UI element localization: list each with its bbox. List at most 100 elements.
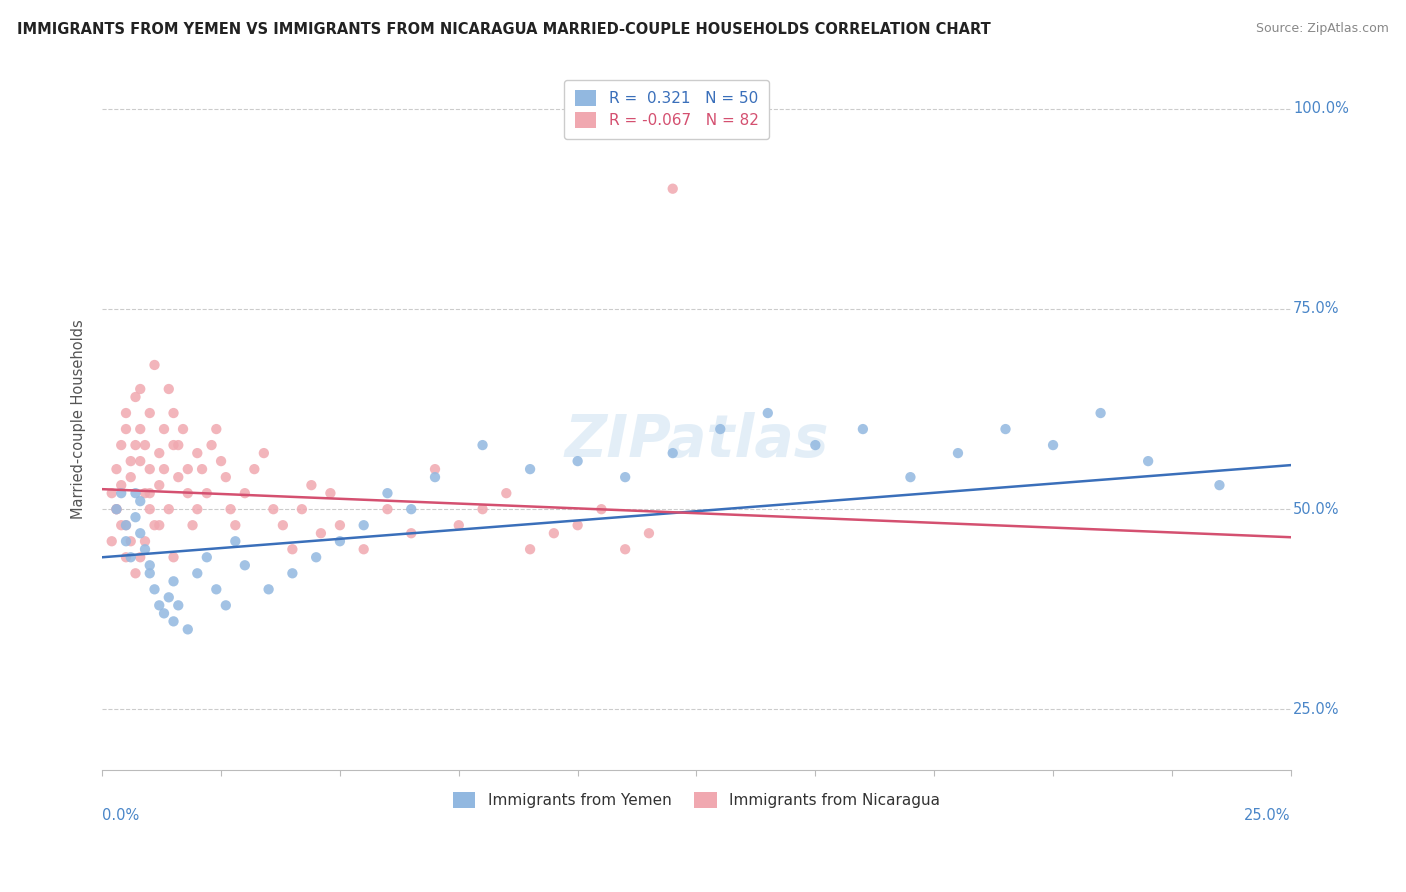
Point: [143, 582, 166, 597]
Point: [115, 406, 138, 420]
Point: [519, 542, 541, 557]
Point: [110, 518, 132, 533]
Point: [162, 550, 184, 565]
Point: [209, 454, 232, 468]
Text: 25.0%: 25.0%: [1294, 702, 1340, 717]
Point: [120, 454, 142, 468]
Point: [591, 502, 613, 516]
Point: [262, 502, 284, 516]
Point: [399, 526, 422, 541]
Point: [134, 542, 156, 557]
Point: [309, 526, 332, 541]
Point: [110, 486, 132, 500]
Point: [353, 542, 375, 557]
Point: [105, 502, 128, 516]
Point: [153, 607, 176, 621]
Point: [329, 518, 352, 533]
Point: [423, 470, 446, 484]
Point: [167, 599, 190, 613]
Point: [299, 478, 322, 492]
Point: [709, 422, 731, 436]
Point: [1208, 478, 1230, 492]
Point: [100, 486, 122, 500]
Point: [543, 526, 565, 541]
Point: [257, 582, 280, 597]
Point: [120, 550, 142, 565]
Point: [215, 599, 238, 613]
Point: [129, 422, 152, 436]
Point: [614, 542, 637, 557]
Point: [105, 502, 128, 516]
Text: 75.0%: 75.0%: [1294, 301, 1340, 317]
Point: [115, 518, 138, 533]
Point: [177, 623, 200, 637]
Point: [167, 438, 190, 452]
Point: [134, 438, 156, 452]
Point: [291, 502, 314, 516]
Point: [447, 518, 470, 533]
Point: [124, 486, 146, 500]
Point: [162, 438, 184, 452]
Point: [567, 454, 589, 468]
Point: [377, 486, 399, 500]
Point: [224, 534, 246, 549]
Point: [139, 502, 162, 516]
Point: [661, 182, 683, 196]
Point: [205, 582, 228, 597]
Point: [353, 518, 375, 533]
Point: [1042, 438, 1064, 452]
Point: [756, 406, 779, 420]
Point: [191, 462, 214, 476]
Point: [243, 462, 266, 476]
Point: [148, 518, 170, 533]
Point: [105, 502, 128, 516]
Point: [129, 550, 152, 565]
Text: 100.0%: 100.0%: [1294, 101, 1348, 116]
Point: [233, 486, 256, 500]
Text: ZIPatlas: ZIPatlas: [564, 411, 828, 468]
Legend: Immigrants from Yemen, Immigrants from Nicaragua: Immigrants from Yemen, Immigrants from N…: [447, 787, 946, 814]
Text: IMMIGRANTS FROM YEMEN VS IMMIGRANTS FROM NICARAGUA MARRIED-COUPLE HOUSEHOLDS COR: IMMIGRANTS FROM YEMEN VS IMMIGRANTS FROM…: [17, 22, 991, 37]
Point: [134, 534, 156, 549]
Point: [319, 486, 342, 500]
Point: [157, 591, 180, 605]
Point: [124, 438, 146, 452]
Point: [162, 574, 184, 589]
Point: [167, 470, 190, 484]
Point: [804, 438, 827, 452]
Point: [1137, 454, 1160, 468]
Point: [852, 422, 875, 436]
Point: [129, 454, 152, 468]
Point: [115, 422, 138, 436]
Point: [195, 486, 218, 500]
Point: [638, 526, 661, 541]
Point: [148, 599, 170, 613]
Point: [281, 566, 304, 581]
Point: [124, 566, 146, 581]
Point: [181, 518, 204, 533]
Point: [215, 470, 238, 484]
Point: [661, 446, 683, 460]
Point: [1090, 406, 1112, 420]
Point: [139, 558, 162, 573]
Point: [148, 478, 170, 492]
Point: [219, 502, 242, 516]
Point: [157, 382, 180, 396]
Text: 25.0%: 25.0%: [1244, 808, 1291, 823]
Point: [224, 518, 246, 533]
Point: [423, 462, 446, 476]
Point: [139, 566, 162, 581]
Point: [567, 518, 589, 533]
Point: [134, 486, 156, 500]
Point: [946, 446, 969, 460]
Point: [153, 462, 176, 476]
Point: [377, 502, 399, 516]
Point: [172, 422, 194, 436]
Point: [900, 470, 922, 484]
Point: [253, 446, 276, 460]
Point: [143, 358, 166, 372]
Point: [115, 550, 138, 565]
Point: [186, 446, 208, 460]
Text: Source: ZipAtlas.com: Source: ZipAtlas.com: [1256, 22, 1389, 36]
Point: [157, 502, 180, 516]
